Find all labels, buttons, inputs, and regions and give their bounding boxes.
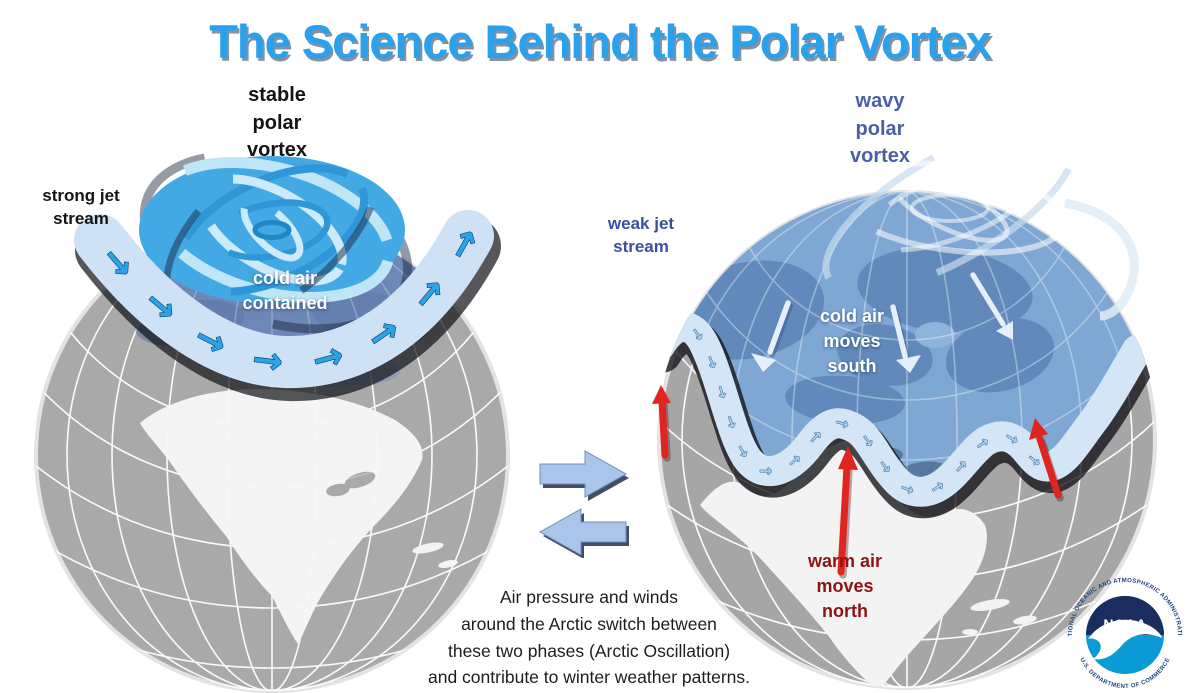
left-globe-stable-vortex: → → → → → → → →: [34, 131, 510, 693]
right-globe-wavy-vortex: → → → → → → → → → → → → → → → → → →: [652, 150, 1170, 690]
noaa-logo: NOAA NATIONAL OCEANIC AND ATMOSPHERIC AD…: [1062, 577, 1182, 690]
switch-left-arrow-icon: [538, 508, 627, 556]
phase-switch-arrows: [538, 450, 629, 558]
warm-air-arrow-icon: [652, 385, 671, 462]
stable-polar-vortex-label: stable polar vortex: [246, 84, 308, 162]
warm-air-arrow-icon: [1029, 418, 1064, 502]
cold-air-arrow-icon: [970, 272, 1013, 340]
strong-jet-stream-label: strong jet stream: [42, 186, 120, 229]
north-america-landmass: [140, 389, 458, 644]
switch-right-arrow-icon: [539, 450, 628, 498]
page-title: The Science Behind the Polar Vortex: [209, 15, 992, 68]
wavy-polar-vortex-label: wavy polar vortex: [849, 90, 911, 168]
noaa-seagull-icon: [1088, 619, 1162, 660]
stable-vortex-swirl-icon: [139, 131, 413, 334]
cold-air-contained-label: cold air contained: [242, 268, 328, 313]
noaa-wordmark: NOAA: [1103, 616, 1146, 632]
cold-air-south-arrows: [751, 272, 1013, 373]
warm-air-moves-north-label: warm air moves north: [807, 551, 883, 621]
weak-jet-stream-label: weak jet stream: [607, 214, 675, 257]
warm-air-arrow-icon: [837, 446, 858, 579]
cold-air-arrow-icon: [890, 304, 921, 373]
warm-air-north-arrows: [652, 385, 1064, 579]
cold-air-arrow-icon: [751, 300, 793, 372]
cold-air-moves-south-label: cold air moves south: [819, 306, 885, 376]
arctic-oscillation-caption: Air pressure and winds around the Arctic…: [428, 587, 750, 688]
